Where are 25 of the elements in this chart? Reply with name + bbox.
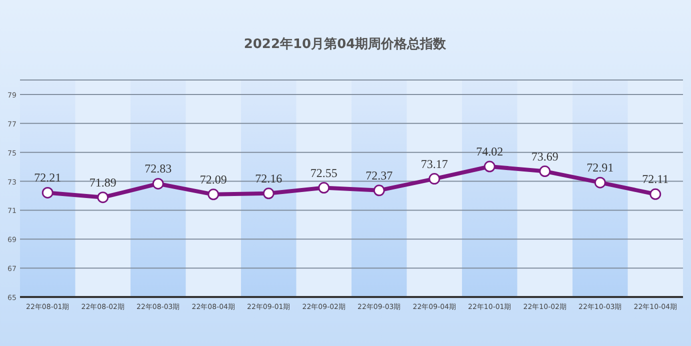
point (428, 173, 440, 185)
point (594, 176, 606, 188)
data-label: 72.11 (642, 172, 669, 186)
point (208, 188, 220, 200)
data-label: 72.09 (200, 172, 227, 186)
data-label: 74.02 (476, 144, 504, 159)
point (650, 188, 662, 200)
data-label: 72.83 (144, 162, 172, 176)
data-label: 72.91 (586, 160, 614, 175)
point (97, 192, 109, 204)
data-label: 72.37 (366, 168, 393, 182)
data-label: 73.69 (531, 149, 558, 164)
point (484, 160, 496, 172)
data-label: 73.17 (420, 156, 448, 171)
point (373, 184, 385, 196)
point (42, 186, 54, 198)
data-label: 71.89 (89, 175, 116, 190)
chart-title: 2022年10月第04期周价格总指数 (244, 36, 448, 52)
point (152, 178, 164, 190)
point (539, 166, 551, 178)
point (318, 182, 330, 194)
data-label: 72.55 (310, 166, 338, 180)
data-label: 72.21 (34, 170, 62, 185)
data-label: 72.16 (255, 171, 282, 186)
point (262, 188, 274, 200)
